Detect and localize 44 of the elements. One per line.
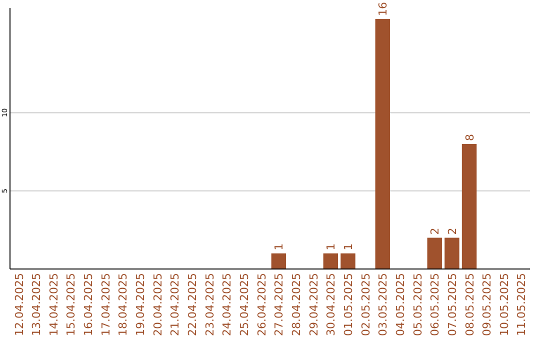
x-tick-label: 03.05.2025 — [376, 273, 390, 336]
x-tick-label: 27.04.2025 — [272, 273, 286, 336]
x-tick-label: 06.05.2025 — [428, 273, 442, 336]
x-tick-label: 16.04.2025 — [82, 273, 96, 336]
bar — [323, 253, 338, 269]
data-label: 2 — [446, 228, 459, 235]
data-label: 16 — [376, 2, 390, 16]
x-tick-label: 25.04.2025 — [238, 273, 252, 336]
x-tick-label: 04.05.2025 — [394, 273, 407, 336]
bar — [271, 253, 286, 269]
x-tick-label: 10.05.2025 — [498, 273, 511, 336]
x-tick-label: 30.04.2025 — [324, 273, 338, 336]
x-tick-label: 08.05.2025 — [463, 273, 476, 336]
bar — [462, 144, 477, 269]
x-tick-label: 21.04.2025 — [168, 273, 182, 336]
x-tick-label: 01.05.2025 — [342, 273, 355, 336]
bar — [427, 238, 442, 269]
bar — [375, 18, 390, 269]
bar — [444, 238, 460, 269]
x-tick-label: 24.04.2025 — [220, 273, 234, 336]
x-tick-label: 26.04.2025 — [255, 273, 268, 336]
x-tick-label: 18.04.2025 — [116, 273, 130, 336]
x-tick-label: 29.04.2025 — [307, 273, 320, 336]
x-tick-label: 09.05.2025 — [480, 273, 494, 336]
x-tick-label: 17.04.2025 — [99, 273, 112, 336]
x-tick-label: 05.05.2025 — [411, 273, 424, 336]
x-tick-label: 14.04.2025 — [47, 273, 60, 336]
x-tick-label: 11.05.2025 — [515, 273, 528, 336]
x-tick-label: 23.04.2025 — [203, 273, 216, 336]
data-label: 1 — [342, 243, 355, 250]
x-tick-label: 07.05.2025 — [446, 273, 459, 336]
x-tick-label: 13.04.2025 — [30, 273, 44, 336]
x-tick-label: 22.04.2025 — [186, 273, 200, 336]
x-tick-label: 15.04.2025 — [64, 273, 78, 336]
x-tick-label: 19.04.2025 — [134, 273, 148, 336]
x-tick-label: 12.04.2025 — [12, 273, 26, 336]
data-label: 1 — [324, 243, 338, 250]
x-tick-label: 28.04.2025 — [290, 273, 303, 336]
x-tick-label: 02.05.2025 — [359, 273, 372, 336]
x-tick-label: 20.04.2025 — [151, 273, 164, 336]
data-label: 8 — [463, 134, 476, 141]
data-label: 1 — [272, 243, 286, 250]
data-label: 2 — [428, 228, 442, 235]
bar — [340, 253, 356, 269]
